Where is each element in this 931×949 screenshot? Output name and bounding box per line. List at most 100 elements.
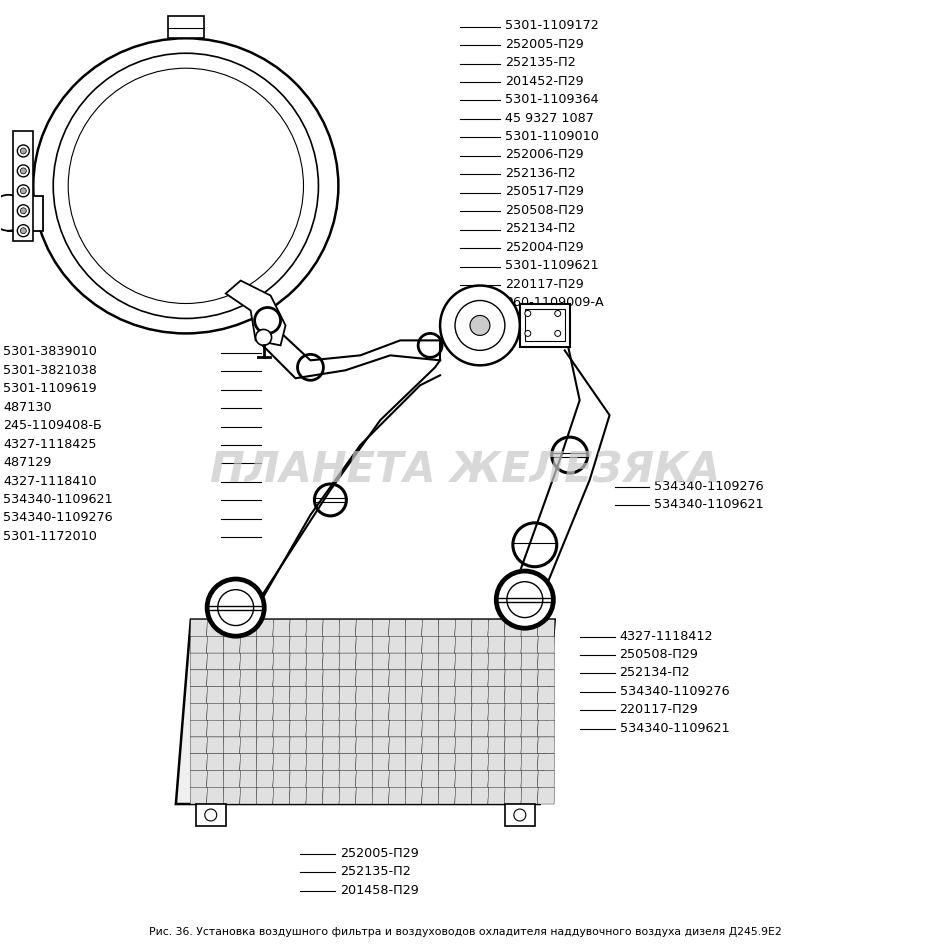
Polygon shape bbox=[223, 720, 240, 737]
Text: 5301-1109364: 5301-1109364 bbox=[505, 93, 599, 106]
Polygon shape bbox=[405, 620, 423, 637]
Polygon shape bbox=[290, 653, 306, 670]
Polygon shape bbox=[256, 620, 274, 637]
Polygon shape bbox=[422, 653, 439, 670]
Circle shape bbox=[525, 330, 531, 336]
Text: 252006-П29: 252006-П29 bbox=[505, 148, 584, 161]
Polygon shape bbox=[488, 720, 506, 737]
Ellipse shape bbox=[53, 53, 318, 319]
Polygon shape bbox=[256, 771, 274, 788]
Text: 250508-П29: 250508-П29 bbox=[619, 648, 698, 661]
Polygon shape bbox=[405, 637, 423, 653]
Polygon shape bbox=[521, 754, 538, 771]
Polygon shape bbox=[256, 720, 274, 737]
Polygon shape bbox=[471, 653, 489, 670]
Text: 487130: 487130 bbox=[4, 400, 52, 414]
Polygon shape bbox=[190, 653, 208, 670]
Polygon shape bbox=[207, 737, 223, 754]
Polygon shape bbox=[356, 771, 372, 788]
Polygon shape bbox=[488, 653, 506, 670]
Polygon shape bbox=[356, 720, 372, 737]
Polygon shape bbox=[306, 788, 323, 804]
Polygon shape bbox=[306, 653, 323, 670]
Polygon shape bbox=[505, 637, 521, 653]
Polygon shape bbox=[339, 771, 357, 788]
Polygon shape bbox=[471, 670, 489, 687]
Text: 534340-1109276: 534340-1109276 bbox=[619, 685, 729, 698]
Polygon shape bbox=[322, 687, 340, 703]
Polygon shape bbox=[356, 754, 372, 771]
Polygon shape bbox=[455, 771, 472, 788]
Polygon shape bbox=[290, 670, 306, 687]
Polygon shape bbox=[372, 737, 389, 754]
Polygon shape bbox=[339, 637, 357, 653]
Polygon shape bbox=[306, 720, 323, 737]
Polygon shape bbox=[521, 720, 538, 737]
Polygon shape bbox=[471, 620, 489, 637]
Polygon shape bbox=[471, 720, 489, 737]
Bar bbox=[196, 804, 225, 826]
Text: 5301-3839010: 5301-3839010 bbox=[4, 345, 97, 359]
Bar bbox=[13, 131, 34, 241]
Polygon shape bbox=[356, 687, 372, 703]
Polygon shape bbox=[488, 737, 506, 754]
Polygon shape bbox=[207, 720, 223, 737]
Polygon shape bbox=[471, 737, 489, 754]
Polygon shape bbox=[190, 687, 208, 703]
Polygon shape bbox=[455, 653, 472, 670]
Circle shape bbox=[18, 225, 29, 236]
Polygon shape bbox=[471, 637, 489, 653]
Text: 250517-П29: 250517-П29 bbox=[505, 185, 584, 198]
Text: 5301-1109010: 5301-1109010 bbox=[505, 130, 599, 143]
Polygon shape bbox=[388, 720, 406, 737]
Polygon shape bbox=[190, 737, 208, 754]
Polygon shape bbox=[372, 670, 389, 687]
Polygon shape bbox=[290, 687, 306, 703]
Polygon shape bbox=[273, 637, 290, 653]
Bar bbox=[168, 16, 204, 38]
Polygon shape bbox=[306, 754, 323, 771]
Polygon shape bbox=[405, 653, 423, 670]
Circle shape bbox=[495, 569, 555, 629]
Polygon shape bbox=[339, 687, 357, 703]
Polygon shape bbox=[521, 653, 538, 670]
Polygon shape bbox=[273, 687, 290, 703]
Polygon shape bbox=[422, 720, 439, 737]
Polygon shape bbox=[372, 637, 389, 653]
Text: 220117-П29: 220117-П29 bbox=[619, 703, 698, 716]
Polygon shape bbox=[240, 670, 257, 687]
Polygon shape bbox=[422, 788, 439, 804]
Polygon shape bbox=[356, 788, 372, 804]
Polygon shape bbox=[339, 670, 357, 687]
Polygon shape bbox=[273, 737, 290, 754]
Polygon shape bbox=[521, 687, 538, 703]
Circle shape bbox=[218, 589, 253, 625]
Polygon shape bbox=[190, 771, 208, 788]
Text: 4327-1118410: 4327-1118410 bbox=[4, 474, 97, 488]
Polygon shape bbox=[471, 754, 489, 771]
Polygon shape bbox=[439, 720, 455, 737]
Polygon shape bbox=[537, 788, 555, 804]
Text: 45 9327 1087: 45 9327 1087 bbox=[505, 112, 594, 124]
Polygon shape bbox=[505, 788, 521, 804]
Polygon shape bbox=[240, 788, 257, 804]
Text: 252134-П2: 252134-П2 bbox=[619, 666, 690, 679]
Polygon shape bbox=[339, 754, 357, 771]
Circle shape bbox=[0, 195, 26, 231]
Circle shape bbox=[205, 809, 217, 821]
Circle shape bbox=[20, 228, 26, 233]
Polygon shape bbox=[537, 637, 555, 653]
Polygon shape bbox=[240, 771, 257, 788]
Polygon shape bbox=[521, 703, 538, 720]
Polygon shape bbox=[256, 687, 274, 703]
Polygon shape bbox=[339, 720, 357, 737]
Text: 245-1109408-Б: 245-1109408-Б bbox=[4, 419, 102, 432]
Polygon shape bbox=[240, 653, 257, 670]
Polygon shape bbox=[273, 653, 290, 670]
Polygon shape bbox=[339, 620, 357, 637]
Text: 250508-П29: 250508-П29 bbox=[505, 204, 584, 216]
Text: 252134-П2: 252134-П2 bbox=[505, 222, 575, 235]
Polygon shape bbox=[356, 620, 372, 637]
Text: 534340-1109621: 534340-1109621 bbox=[619, 722, 729, 735]
Polygon shape bbox=[372, 720, 389, 737]
